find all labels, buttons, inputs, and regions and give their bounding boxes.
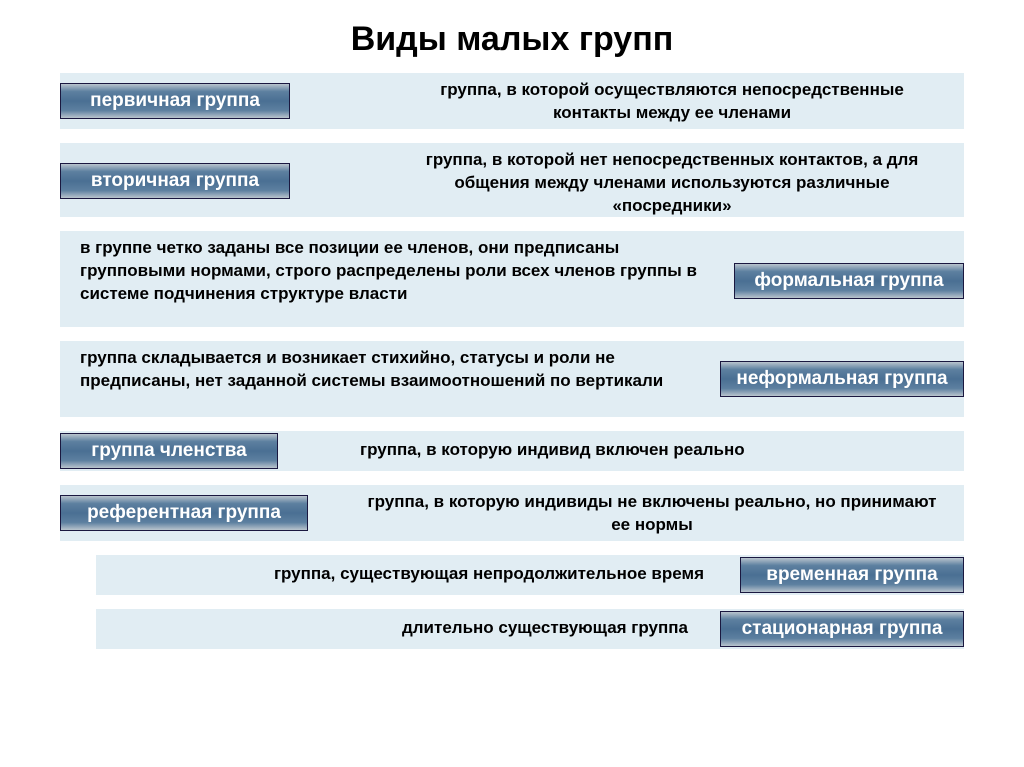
group-row-membership: группа, в которую индивид включен реальн…	[60, 431, 964, 471]
group-row-stationary: длительно существующая группа стационарн…	[60, 609, 964, 649]
group-badge: стационарная группа	[720, 611, 964, 647]
group-row-secondary: группа, в которой нет непосредственных к…	[60, 143, 964, 217]
group-badge: группа членства	[60, 433, 278, 469]
group-row-primary: группа, в которой осуществляются непосре…	[60, 73, 964, 129]
group-badge: вторичная группа	[60, 163, 290, 199]
diagram-content: группа, в которой осуществляются непосре…	[0, 73, 1024, 649]
group-badge: неформальная группа	[720, 361, 964, 397]
group-badge: формальная группа	[734, 263, 964, 299]
page-title: Виды малых групп	[0, 0, 1024, 73]
group-row-formal: в группе четко заданы все позиции ее чле…	[60, 231, 964, 327]
group-row-referent: группа, в которую индивиды не включены р…	[60, 485, 964, 541]
group-row-informal: группа складывается и возникает стихийно…	[60, 341, 964, 417]
group-badge: временная группа	[740, 557, 964, 593]
group-row-temporary: группа, существующая непродолжительное в…	[60, 555, 964, 595]
group-badge: первичная группа	[60, 83, 290, 119]
group-badge: референтная группа	[60, 495, 308, 531]
